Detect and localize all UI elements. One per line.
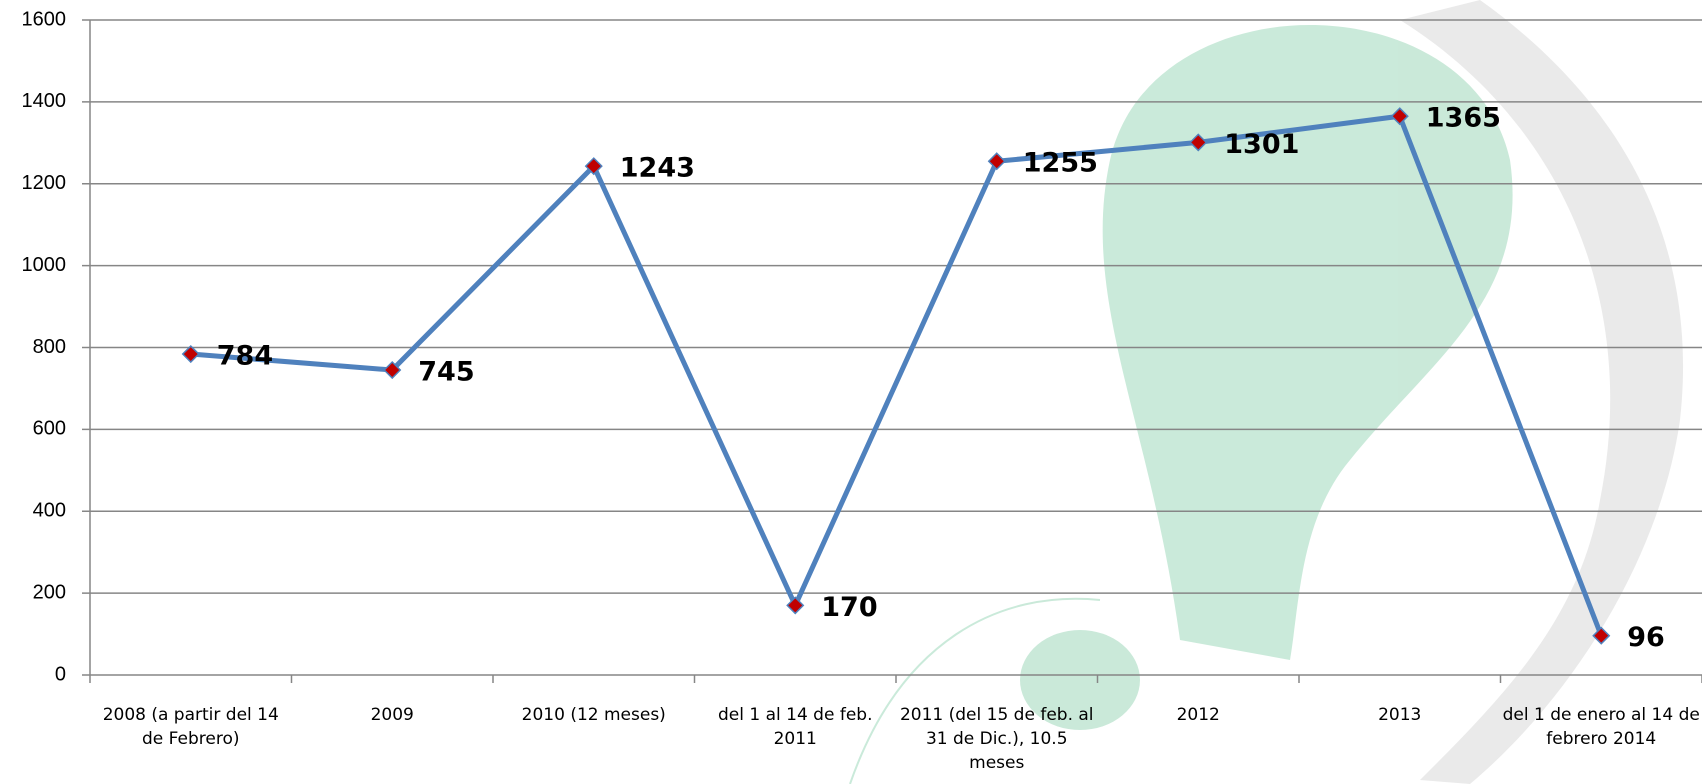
x-tick-label: del 1 al 14 de feb. 2011 <box>697 703 895 751</box>
background-logo <box>850 0 1683 784</box>
marker <box>183 346 199 362</box>
x-tick-label: del 1 de enero al 14 de febrero 2014 <box>1503 703 1701 751</box>
chart: 0 200 400 600 800 1000 1200 1400 1600 784 745 1243 1… <box>0 0 1702 784</box>
y-tick-label: 0 <box>55 663 66 685</box>
y-tick-label: 1400 <box>22 90 67 112</box>
y-tick-label: 1000 <box>22 254 67 276</box>
y-tick-label: 600 <box>33 418 66 440</box>
data-label: 1301 <box>1224 129 1299 160</box>
marker <box>787 597 803 613</box>
x-tick-label: 2010 (12 meses) <box>495 703 693 727</box>
data-label: 96 <box>1627 622 1665 653</box>
y-tick-label: 1200 <box>22 172 67 194</box>
y-tick-label: 200 <box>33 581 66 603</box>
x-tick-label: 2009 <box>294 703 492 727</box>
data-label: 745 <box>418 357 474 388</box>
x-tick-label: 2011 (del 15 de feb. al 31 de Dic.), 10.… <box>898 703 1096 775</box>
data-label: 1243 <box>620 153 695 184</box>
x-tick-label: 2012 <box>1100 703 1298 727</box>
data-label: 1255 <box>1023 148 1098 179</box>
y-tick-label: 800 <box>33 336 66 358</box>
data-label: 784 <box>217 341 273 372</box>
data-label: 170 <box>821 592 877 623</box>
chart-area: 0 200 400 600 800 1000 1200 1400 1600 784 745 1243 1… <box>0 0 1702 784</box>
data-label: 1365 <box>1426 103 1501 134</box>
x-tick-label: 2013 <box>1301 703 1499 727</box>
y-tick-label: 400 <box>33 500 66 522</box>
marker <box>989 153 1005 169</box>
y-tick-label: 1600 <box>22 8 67 30</box>
x-tick-label: 2008 (a partir del 14 de Febrero) <box>92 703 290 751</box>
